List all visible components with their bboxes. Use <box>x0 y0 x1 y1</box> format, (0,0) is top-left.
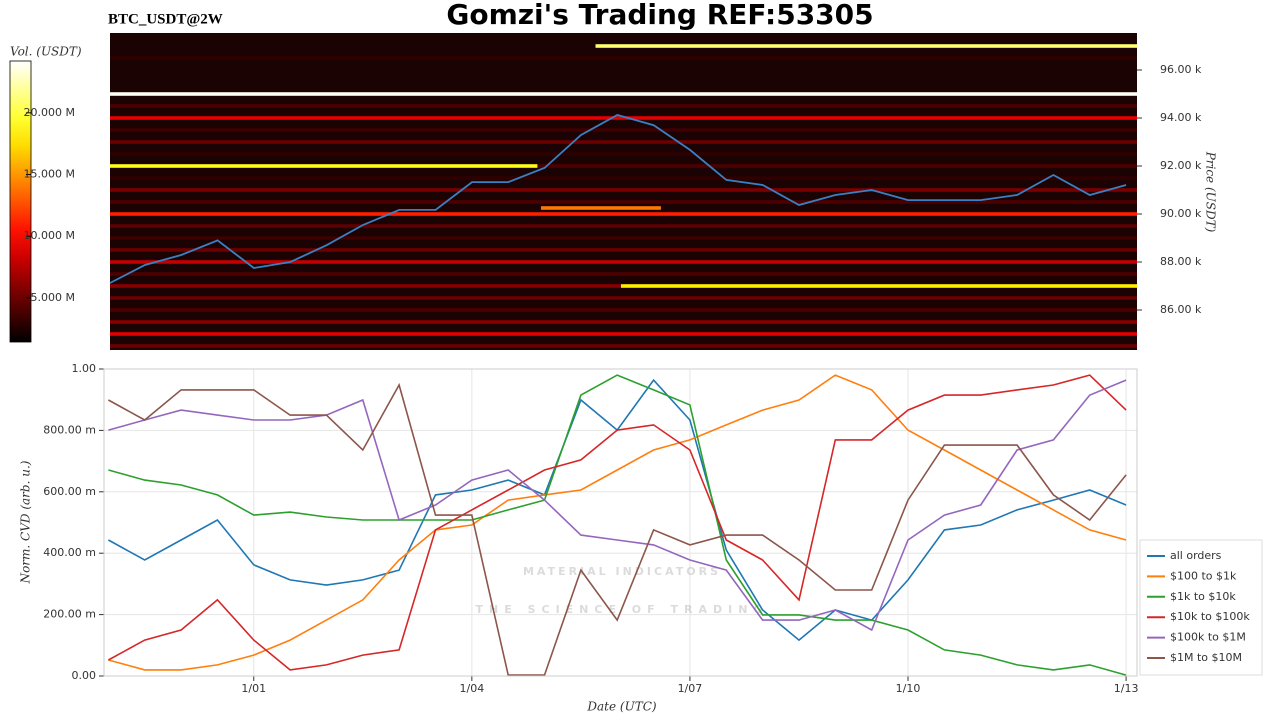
series-line <box>108 378 1127 642</box>
heat-cell <box>110 224 1137 228</box>
y-tick-label: 0.00 <box>72 669 97 682</box>
y-tick-label: 800.00 m <box>43 423 96 436</box>
legend-label: $1k to $10k <box>1170 590 1236 603</box>
x-tick-label: 1/04 <box>459 682 484 695</box>
colorbar-tick-label: 10.000 M <box>24 229 75 242</box>
legend-box <box>1139 539 1263 676</box>
x-tick-label: 1/13 <box>1114 682 1139 695</box>
legend-label: $100 to $1k <box>1170 569 1237 582</box>
heat-cell <box>110 212 1137 216</box>
colorbar-tick-label: 20.000 M <box>24 106 75 119</box>
chart-title: Gomzi's Trading REF:53305 <box>446 0 873 31</box>
x-tick-label: 1/10 <box>896 682 921 695</box>
heat-cell <box>110 272 1137 276</box>
heat-cell <box>110 176 1137 180</box>
x-tick-label: 1/01 <box>241 682 266 695</box>
series-line <box>108 374 1127 671</box>
heat-cell <box>110 188 1137 192</box>
watermark: MATERIAL INDICATORS <box>523 565 721 578</box>
heat-cell <box>541 206 661 210</box>
plot-frame <box>103 368 1138 677</box>
y-tick-label: 88.00 k <box>1160 255 1202 268</box>
y-tick-label: 200.00 m <box>43 608 96 621</box>
colorbar <box>9 60 32 343</box>
y-axis-label: Price (USDT) <box>1204 151 1218 233</box>
y-tick-label: 600.00 m <box>43 485 96 498</box>
heat-cell <box>110 308 1137 312</box>
legend-label: $1M to $10M <box>1170 651 1242 664</box>
legend-label: $100k to $1M <box>1170 631 1246 644</box>
heat-cell <box>110 248 1137 252</box>
y-tick-label: 96.00 k <box>1160 63 1202 76</box>
x-tick-label: 1/07 <box>678 682 703 695</box>
heat-cell <box>110 236 1137 240</box>
heat-cell <box>110 164 538 168</box>
colorbar-tick-label: 5.000 M <box>31 291 75 304</box>
heat-cell <box>110 200 1137 204</box>
y-axis-label: Norm. CVD (arb. u.) <box>19 460 33 584</box>
heat-cell <box>110 152 1137 156</box>
y-tick-label: 90.00 k <box>1160 207 1202 220</box>
heat-cell <box>110 104 1137 108</box>
heat-cell <box>110 284 621 288</box>
series-line <box>108 382 1127 676</box>
heat-cell <box>110 344 1137 348</box>
series-line <box>108 374 1127 671</box>
y-tick-label: 1.00 <box>72 362 97 375</box>
heat-cell <box>110 320 1137 324</box>
y-tick-label: 94.00 k <box>1160 111 1202 124</box>
x-axis-label: Date (UTC) <box>586 700 656 714</box>
symbol-label: BTC_USDT@2W <box>108 11 223 27</box>
heat-cell <box>110 116 1137 120</box>
heat-cell <box>110 296 1137 300</box>
heat-cell <box>110 92 1137 96</box>
heat-cell <box>110 260 1137 264</box>
heat-cell <box>595 44 1137 48</box>
heat-cell <box>110 128 1137 132</box>
heat-cell <box>110 140 1137 144</box>
heat-cell <box>620 284 1137 288</box>
colorbar-tick-label: 15.000 M <box>24 168 75 181</box>
heat-cell <box>110 332 1137 336</box>
price-line <box>109 114 1127 284</box>
heat-cell <box>537 164 1137 168</box>
series-line <box>108 379 1127 632</box>
colorbar-label: Vol. (USDT) <box>10 45 82 59</box>
watermark: THE SCIENCE OF TRADING <box>476 603 769 616</box>
y-tick-label: 92.00 k <box>1160 159 1202 172</box>
y-tick-label: 400.00 m <box>43 546 96 559</box>
legend-label: $10k to $100k <box>1170 610 1250 623</box>
legend-label: all orders <box>1170 549 1222 562</box>
heat-cell <box>110 56 1137 60</box>
series-line <box>108 374 1127 676</box>
y-tick-label: 86.00 k <box>1160 303 1202 316</box>
